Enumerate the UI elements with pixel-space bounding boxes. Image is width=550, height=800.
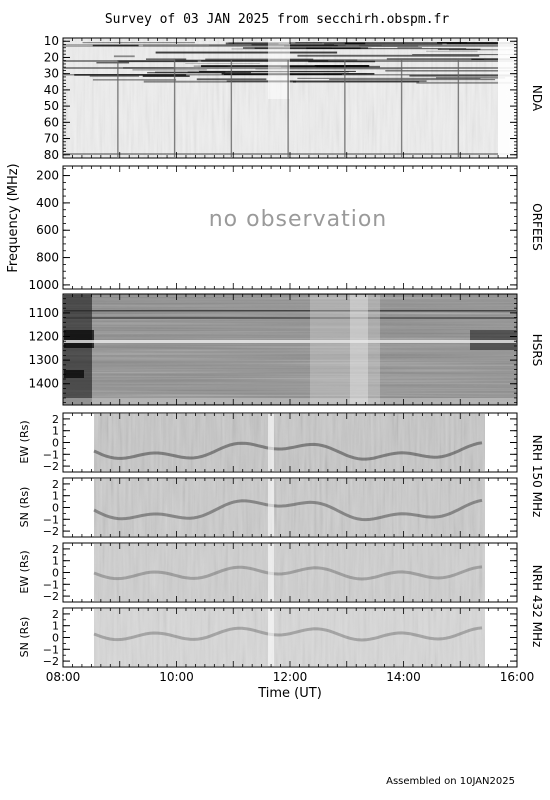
x-tick-label: 12:00	[273, 670, 308, 684]
y-tick-label: −2	[43, 655, 59, 668]
y-tick-label: 1100	[28, 306, 59, 320]
x-tick-label: 16:00	[500, 670, 535, 684]
y-tick-label: −2	[43, 590, 59, 603]
y-tick-label: 0	[52, 632, 59, 645]
y-tick-label: −1	[43, 448, 59, 461]
y-tick-label: 70	[44, 132, 59, 146]
label-nrh150: NRH 150 MHz	[530, 435, 544, 518]
y-tick-label: 0	[52, 502, 59, 515]
y-tick-label: 1	[52, 425, 59, 438]
panel-nda	[62, 37, 518, 159]
y-tick-label: 2	[52, 478, 59, 491]
y-tick-label: 200	[36, 169, 59, 183]
assembled-note: Assembled on 10JAN2025	[386, 776, 515, 787]
y-tick-label: −2	[43, 525, 59, 538]
y-tick-label: 20	[44, 50, 59, 64]
label-orfees: ORFEES	[530, 203, 544, 250]
panel-nrh150sn	[62, 477, 518, 538]
panel-hsrs	[62, 293, 518, 406]
y-tick-label: 50	[44, 99, 59, 113]
y-tick-label: 2	[52, 413, 59, 426]
panel-nrh432sn	[62, 607, 518, 668]
y-tick-label: 2	[52, 608, 59, 621]
y-tick-label: 1300	[28, 353, 59, 367]
panel-nrh432ew	[62, 542, 518, 603]
y-tick-label: 1	[52, 620, 59, 633]
label-nda: NDA	[530, 85, 544, 112]
y-tick-label: 400	[36, 196, 59, 210]
y-tick-label: −1	[43, 513, 59, 526]
y-tick-label: −1	[43, 643, 59, 656]
y-tick-label: 1	[52, 490, 59, 503]
nda-bands	[64, 39, 516, 157]
nrh432-sn-label: SN (Rs)	[18, 617, 31, 658]
x-tick-label: 14:00	[386, 670, 421, 684]
nrh150-sn-label: SN (Rs)	[18, 487, 31, 528]
no-observation-label: no observation	[209, 207, 388, 232]
nrh150-ew-label: EW (Rs)	[18, 420, 31, 463]
x-tick-label: 10:00	[159, 670, 194, 684]
y-tick-label: 1000	[28, 278, 59, 292]
x-axis-label: Time (UT)	[257, 686, 322, 701]
y-tick-label: 1	[52, 555, 59, 568]
x-tick-label: 08:00	[46, 670, 81, 684]
panel-orfees: no observation	[62, 165, 518, 290]
y-tick-label: 1400	[28, 377, 59, 391]
y-tick-label: 10	[44, 34, 59, 48]
panel-nrh150ew	[62, 412, 518, 473]
y-axis-label: Frequency (MHz)	[6, 163, 21, 272]
y-tick-label: 2	[52, 543, 59, 556]
y-tick-label: 1200	[28, 330, 59, 344]
y-tick-label: 600	[36, 223, 59, 237]
y-tick-label: 60	[44, 115, 59, 129]
y-tick-label: −2	[43, 460, 59, 473]
label-hsrs: HSRS	[530, 334, 544, 367]
label-nrh432: NRH 432 MHz	[530, 565, 544, 648]
y-tick-label: 40	[44, 83, 59, 97]
y-tick-label: 0	[52, 437, 59, 450]
y-tick-label: 80	[44, 148, 59, 162]
y-tick-label: −1	[43, 578, 59, 591]
y-tick-label: 30	[44, 67, 59, 81]
chart-title: Survey of 03 JAN 2025 from secchirh.obsp…	[105, 12, 450, 27]
y-tick-label: 0	[52, 567, 59, 580]
y-tick-label: 800	[36, 251, 59, 265]
nrh432-ew-label: EW (Rs)	[18, 550, 31, 593]
